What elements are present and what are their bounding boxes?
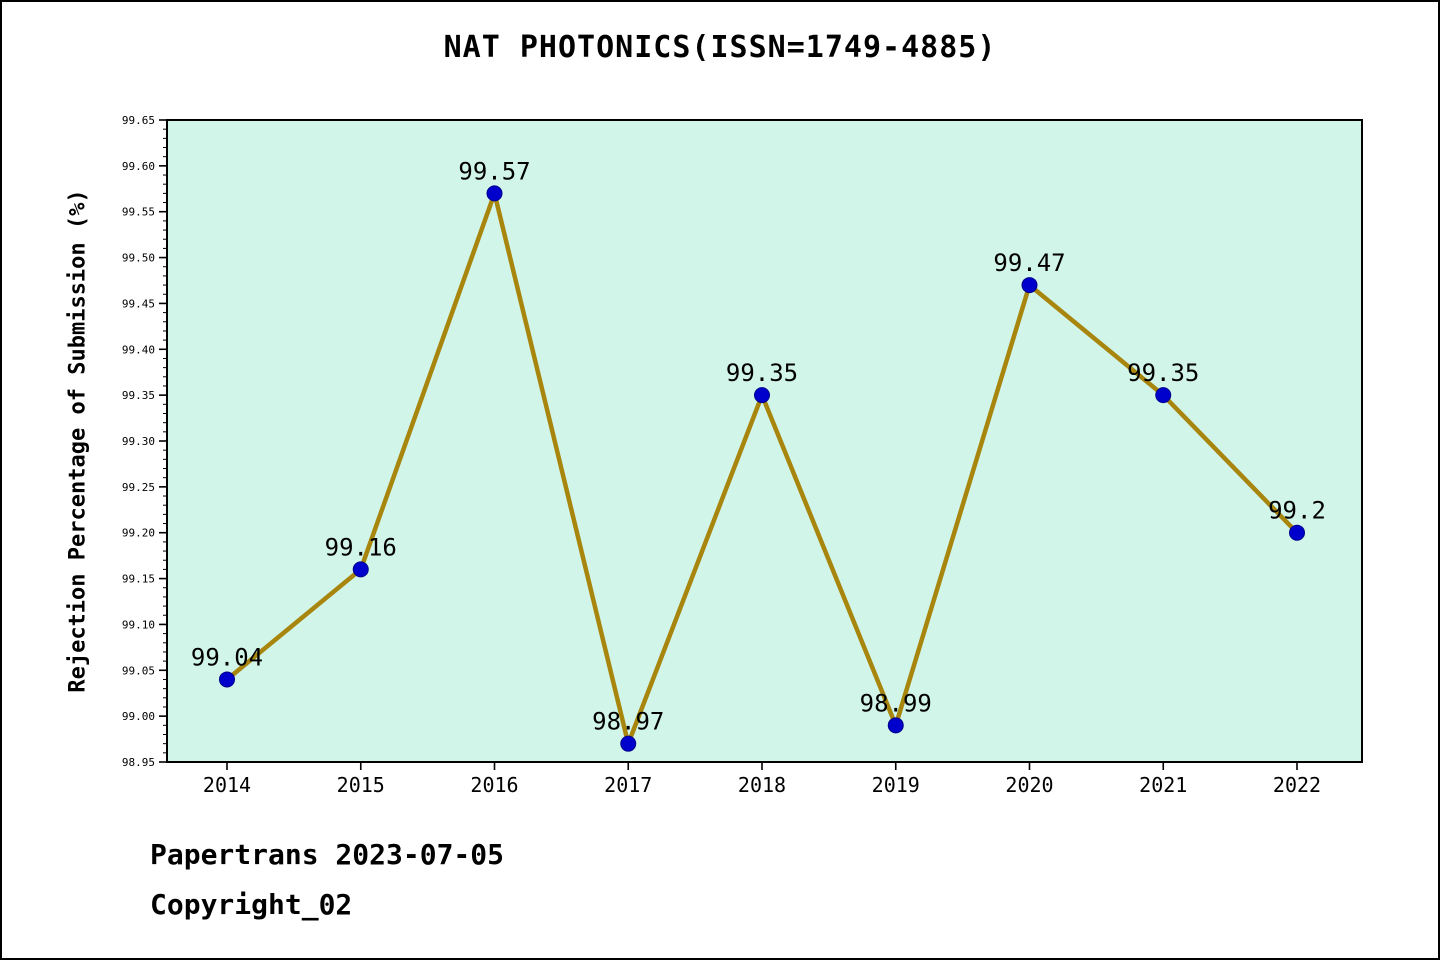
x-tick-label: 2018: [738, 773, 786, 797]
footer-copyright: Copyright_02: [150, 888, 353, 921]
x-axis: 2014 2015 2016 2017 2018 2019 2020 2021 2022: [203, 762, 1321, 797]
x-tick-label: 2014: [203, 773, 251, 797]
plot-area: [166, 119, 1363, 763]
y-tick-label: 99.20: [122, 527, 155, 540]
y-tick-label: 98.95: [122, 756, 155, 769]
y-axis: 98.95 99.00 99.05 99.10 99.15 99.20 99.25 99.30…: [122, 114, 167, 769]
x-tick-label: 2021: [1139, 773, 1187, 797]
y-tick-label: 99.40: [122, 343, 155, 356]
x-tick-label: 2017: [604, 773, 652, 797]
data-point-label: 98.97: [592, 708, 664, 736]
data-point: [486, 185, 503, 202]
data-point-label: 99.57: [458, 157, 530, 185]
data-point: [1289, 524, 1305, 541]
x-tick-label: 2020: [1005, 773, 1053, 797]
data-point: [754, 387, 770, 404]
data-point: [887, 717, 904, 734]
x-tick-label: 2022: [1273, 773, 1321, 797]
y-tick-label: 99.65: [122, 114, 155, 127]
data-point: [620, 735, 637, 752]
data-point-label: 99.35: [726, 359, 798, 387]
y-tick-label: 99.10: [122, 618, 155, 631]
data-point: [1155, 387, 1172, 404]
y-tick-label: 99.15: [122, 573, 155, 586]
data-point-label: 99.47: [993, 249, 1065, 277]
data-point-label: 98.99: [860, 689, 932, 717]
data-point-label: 99.04: [191, 643, 263, 671]
x-tick-label: 2015: [337, 773, 385, 797]
y-tick-label: 99.50: [122, 252, 155, 265]
y-tick-label: 99.60: [122, 160, 155, 173]
data-point-label: 99.2: [1268, 497, 1326, 525]
data-point-label: 99.16: [325, 533, 397, 561]
y-tick-label: 99.45: [122, 297, 155, 310]
y-tick-label: 99.35: [122, 389, 155, 402]
y-tick-label: 99.25: [122, 481, 155, 494]
y-tick-label: 99.00: [122, 710, 155, 723]
x-tick-label: 2016: [470, 773, 518, 797]
y-tick-label: 99.05: [122, 664, 155, 677]
data-point: [352, 561, 369, 578]
y-tick-label: 99.55: [122, 206, 155, 219]
chart-title: NAT PHOTONICS(ISSN=1749-4885): [443, 30, 997, 65]
data-point: [1021, 277, 1038, 294]
data-point: [219, 671, 235, 688]
x-tick-label: 2019: [872, 773, 920, 797]
data-point-label: 99.35: [1127, 359, 1199, 387]
footer-source-date: Papertrans 2023-07-05: [150, 838, 505, 871]
y-tick-label: 99.30: [122, 435, 155, 448]
